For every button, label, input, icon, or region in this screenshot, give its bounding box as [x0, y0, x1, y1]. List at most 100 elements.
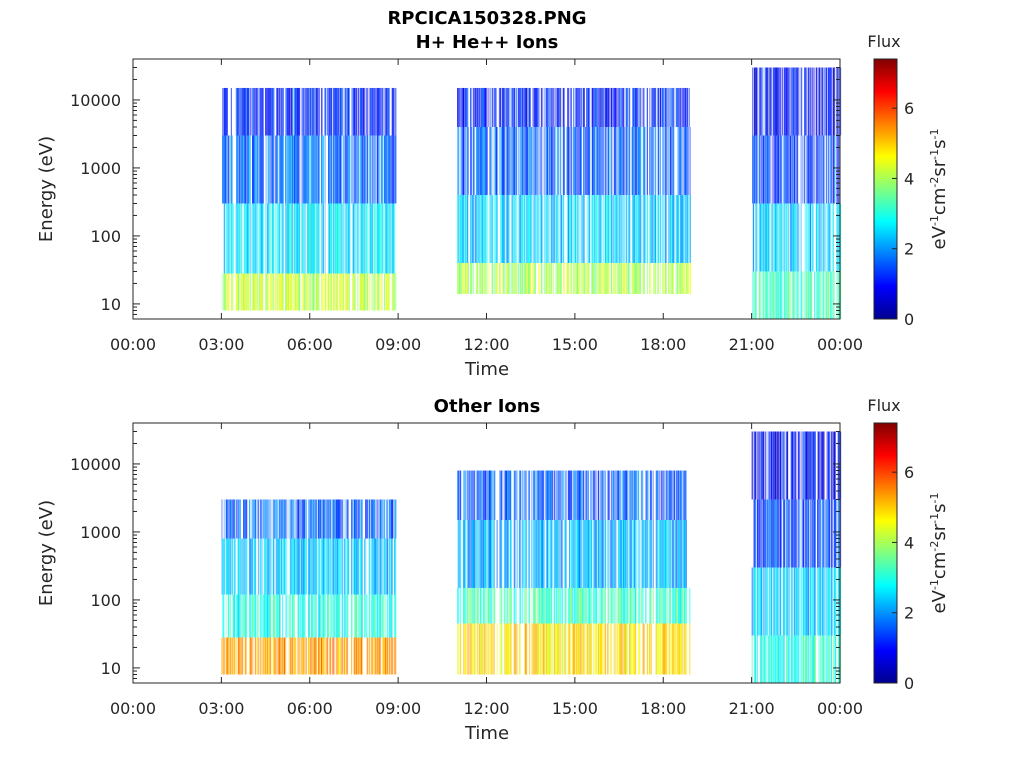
- spectrogram-stripe: [806, 135, 808, 204]
- x-tick-label: 00:00: [817, 699, 863, 718]
- y-tick-label: 100: [90, 591, 121, 610]
- spectrogram-stripe: [646, 126, 648, 195]
- spectrogram-stripe: [785, 203, 787, 272]
- spectrogram-stripe: [264, 538, 267, 595]
- spectrogram-stripe: [758, 499, 760, 568]
- spectrogram-stripe: [300, 538, 303, 595]
- spectrogram-stripe: [557, 587, 559, 624]
- spectrogram-stripe: [534, 470, 536, 520]
- spectrogram-stripe: [593, 623, 595, 675]
- spectrogram-stripe: [340, 273, 343, 311]
- spectrogram-stripe: [649, 126, 651, 195]
- spectrogram-stripe: [490, 87, 492, 127]
- spectrogram-stripe: [797, 499, 799, 568]
- spectrogram-stripe: [804, 67, 806, 136]
- spectrogram-stripe: [767, 271, 769, 319]
- spectrogram-stripe: [607, 470, 609, 520]
- spectrogram-stripe: [634, 519, 637, 588]
- spectrogram-stripe: [657, 519, 660, 588]
- spectrogram-stripe: [633, 470, 635, 520]
- spectrogram-stripe: [784, 67, 786, 136]
- spectrogram-stripe: [670, 587, 672, 624]
- spectrogram-stripe: [798, 203, 800, 272]
- spectrogram-stripe: [794, 635, 796, 683]
- spectrogram-stripe: [547, 262, 549, 294]
- spectrogram-stripe: [382, 538, 384, 595]
- spectrogram-stripe: [265, 538, 267, 595]
- spectrogram-stripe: [538, 126, 540, 195]
- spectrogram-stripe: [235, 87, 237, 136]
- spectrogram-stripe: [340, 538, 342, 595]
- spectrogram-stripe: [682, 126, 684, 195]
- spectrogram-stripe: [659, 470, 661, 520]
- spectrogram-stripe: [687, 194, 689, 263]
- spectrogram-stripe: [670, 194, 672, 263]
- spectrogram-stripe: [818, 135, 820, 204]
- spectrogram-stripe: [787, 203, 789, 272]
- spectrogram-stripe: [659, 194, 661, 263]
- spectrogram-stripe: [395, 87, 397, 136]
- spectrogram-stripe: [471, 623, 473, 675]
- spectrogram-stripe: [580, 126, 582, 195]
- spectrogram-stripe: [689, 587, 691, 624]
- spectrogram-stripe: [811, 499, 813, 568]
- spectrogram-stripe: [677, 470, 680, 520]
- spectrogram-stripe: [317, 87, 319, 136]
- spectrogram-stripe: [639, 87, 641, 127]
- spectrogram-stripe: [643, 87, 646, 127]
- spectrogram-stripe: [313, 135, 315, 204]
- spectrogram-stripe: [354, 273, 356, 311]
- spectrogram-stripe: [574, 126, 577, 195]
- spectrogram-stripe: [356, 135, 359, 204]
- spectrogram-stripe: [683, 262, 686, 294]
- spectrogram-stripe: [777, 203, 779, 272]
- spectrogram-stripe: [508, 623, 510, 675]
- spectrogram-stripe: [616, 194, 618, 263]
- spectrogram-stripe: [761, 431, 763, 500]
- spectrogram-stripe: [581, 194, 583, 263]
- spectrogram-stripe: [476, 126, 478, 195]
- spectrogram-stripe: [630, 470, 632, 520]
- spectrogram-stripe: [810, 67, 812, 136]
- spectrogram-stripe: [470, 587, 472, 624]
- spectrogram-stripe: [342, 273, 344, 311]
- spectrogram-stripe: [344, 273, 346, 311]
- spectrogram-stripe: [604, 587, 607, 624]
- spectrogram-stripe: [481, 587, 483, 624]
- spectrogram-stripe: [619, 194, 621, 263]
- spectrogram-stripe: [273, 135, 275, 204]
- spectrogram-stripe: [298, 203, 300, 274]
- spectrogram-stripe: [239, 273, 241, 311]
- spectrogram-stripe: [681, 623, 683, 675]
- spectrogram-stripe: [303, 203, 305, 274]
- spectrogram-stripe: [537, 519, 539, 588]
- spectrogram-stripe: [287, 203, 289, 274]
- spectrogram-stripe: [809, 431, 811, 500]
- spectrogram-stripe: [552, 194, 554, 263]
- spectrogram-stripe: [277, 273, 279, 311]
- spectrogram-stripe: [239, 538, 241, 595]
- spectrogram-stripe: [540, 623, 542, 675]
- spectrogram-stripe: [261, 637, 263, 675]
- spectrogram-stripe: [464, 587, 466, 624]
- spectrogram-stripe: [752, 271, 754, 319]
- spectrogram-stripe: [465, 519, 467, 588]
- spectrogram-stripe: [576, 470, 578, 520]
- spectrogram-stripe: [340, 203, 343, 274]
- spectrogram-stripe: [358, 203, 360, 274]
- spectrogram-stripe: [514, 87, 516, 127]
- spectrogram-stripe: [608, 126, 610, 195]
- spectrogram-stripe: [471, 126, 473, 195]
- spectrogram-stripe: [607, 623, 610, 675]
- spectrogram-stripe: [368, 87, 370, 136]
- spectrogram-stripe: [840, 271, 842, 319]
- spectrogram-stripe: [339, 594, 341, 638]
- spectrogram-stripe: [761, 135, 763, 204]
- spectrogram-stripe: [467, 587, 469, 624]
- spectrogram-stripe: [477, 623, 479, 675]
- spectrogram-stripe: [784, 271, 786, 319]
- spectrogram-stripe: [817, 135, 819, 204]
- spectrogram-stripe: [607, 519, 609, 588]
- spectrogram-stripe: [659, 623, 661, 675]
- spectrogram-stripe: [591, 262, 593, 294]
